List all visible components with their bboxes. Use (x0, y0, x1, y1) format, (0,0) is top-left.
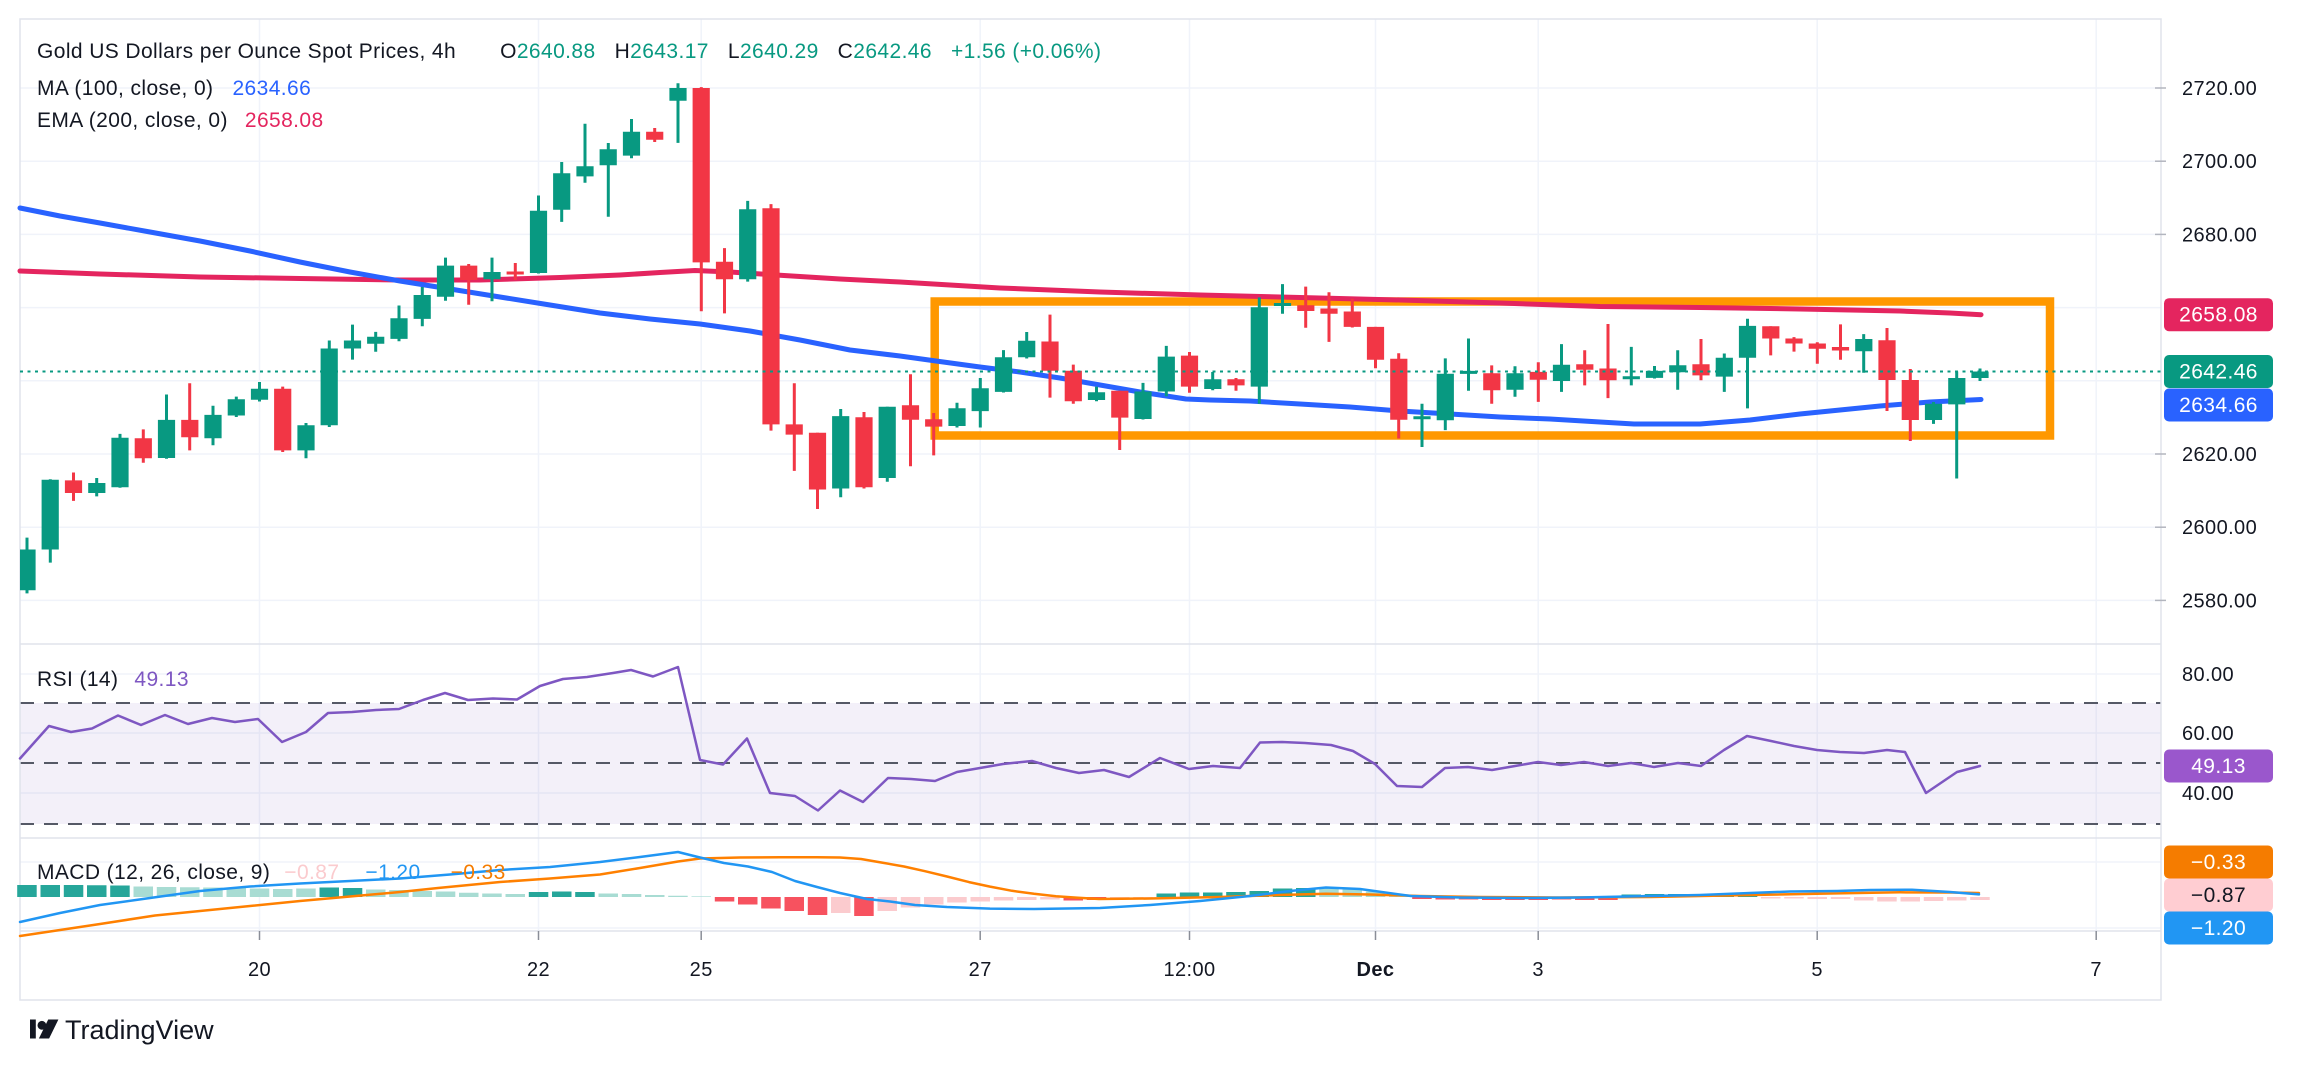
svg-text:RSI (14)49.13: RSI (14) 49.13 (37, 668, 189, 691)
svg-text:12:00: 12:00 (1163, 959, 1215, 981)
svg-text:2620.00: 2620.00 (2182, 444, 2257, 466)
svg-text:2642.46: 2642.46 (2179, 361, 2258, 384)
svg-text:2580.00: 2580.00 (2182, 590, 2257, 612)
svg-text:60.00: 60.00 (2182, 723, 2234, 745)
svg-text:−0.87: −0.87 (2191, 884, 2246, 907)
svg-text:5: 5 (1811, 959, 1823, 981)
svg-text:−1.20: −1.20 (2191, 917, 2246, 940)
svg-text:2700.00: 2700.00 (2182, 151, 2257, 173)
svg-text:EMA (200, close, 0)2658.08: EMA (200, close, 0) 2658.08 (37, 109, 324, 132)
svg-text:20: 20 (248, 959, 271, 981)
svg-text:22: 22 (527, 959, 550, 981)
svg-text:40.00: 40.00 (2182, 783, 2234, 805)
svg-text:80.00: 80.00 (2182, 664, 2234, 686)
svg-text:−0.33: −0.33 (2191, 851, 2246, 874)
svg-text:MA (100, close, 0)2634.66: MA (100, close, 0) 2634.66 (37, 77, 311, 100)
svg-text:2634.66: 2634.66 (2179, 394, 2258, 417)
svg-text:27: 27 (969, 959, 992, 981)
svg-text:49.13: 49.13 (2191, 755, 2246, 778)
svg-text:2600.00: 2600.00 (2182, 517, 2257, 539)
svg-text:2680.00: 2680.00 (2182, 224, 2257, 246)
svg-text:2720.00: 2720.00 (2182, 78, 2257, 100)
svg-text:7: 7 (2090, 959, 2102, 981)
svg-text:25: 25 (690, 959, 713, 981)
svg-text:3: 3 (1532, 959, 1544, 981)
svg-text:Dec: Dec (1357, 959, 1395, 981)
svg-text:2658.08: 2658.08 (2179, 304, 2258, 327)
svg-text:TradingView: TradingView (65, 1015, 214, 1045)
